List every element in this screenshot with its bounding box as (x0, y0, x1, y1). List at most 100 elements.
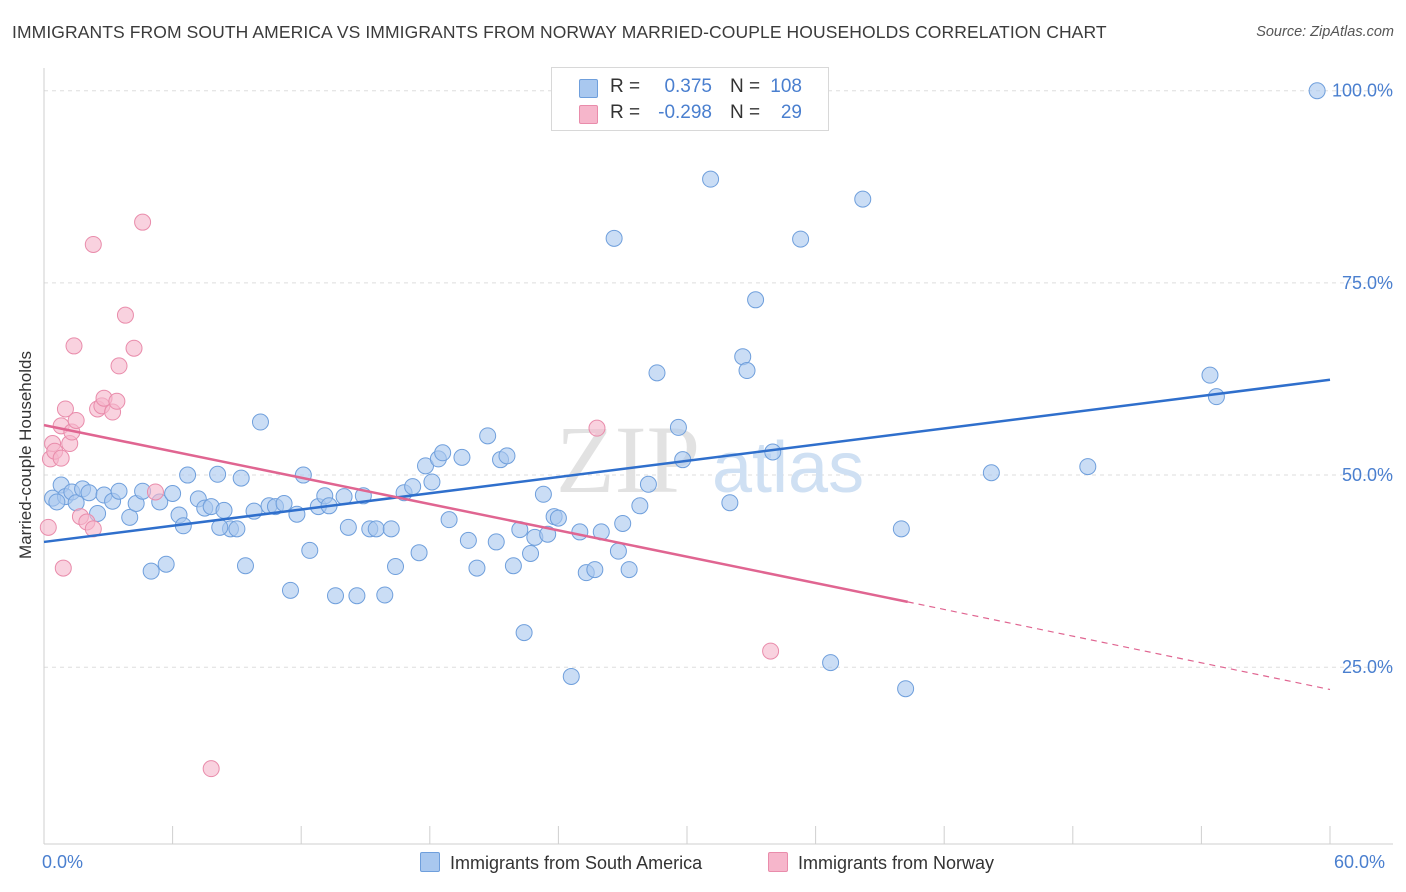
legend-swatch-blue (579, 79, 598, 98)
data-point (134, 213, 152, 231)
legend-label-south-america: Immigrants from South America (450, 853, 703, 873)
y-axis-label: Married-couple Households (16, 351, 35, 559)
data-point (387, 558, 405, 576)
data-point (605, 229, 623, 247)
legend-item-south-america[interactable]: Immigrants from South America (420, 852, 702, 874)
data-point (854, 190, 872, 208)
data-point (125, 339, 143, 357)
y-tick-label: 25.0% (1342, 657, 1393, 677)
data-point (157, 555, 175, 573)
data-point (146, 483, 164, 501)
chart-title: IMMIGRANTS FROM SOUTH AMERICA VS IMMIGRA… (12, 22, 1107, 42)
data-point (108, 392, 126, 410)
data-point (1308, 82, 1326, 100)
data-point (549, 509, 567, 527)
data-point (410, 544, 428, 562)
data-point (348, 587, 366, 605)
source-label: Source: ZipAtlas.com (1256, 24, 1394, 40)
data-point (215, 501, 233, 519)
data-point (487, 533, 505, 551)
data-point (1079, 458, 1097, 476)
data-point (721, 494, 739, 512)
data-point (892, 520, 910, 538)
data-point (702, 170, 720, 188)
data-point (376, 586, 394, 604)
data-point (121, 508, 139, 526)
data-point (110, 357, 128, 375)
data-point (897, 680, 915, 698)
data-point (764, 443, 782, 461)
data-point (423, 473, 441, 491)
legend-n-value: 29 (780, 102, 802, 123)
x-tick-min: 0.0% (42, 852, 84, 872)
data-point (498, 447, 516, 465)
data-point (982, 464, 1000, 482)
y-tick-label: 100.0% (1332, 81, 1393, 101)
legend-label-norway: Immigrants from Norway (798, 853, 995, 873)
data-point (209, 465, 227, 483)
y-tick-label: 50.0% (1342, 465, 1393, 485)
data-point (110, 482, 128, 500)
data-point (479, 427, 497, 445)
data-point (179, 466, 197, 484)
data-point (164, 485, 182, 503)
data-point (48, 493, 66, 511)
legend-n-label: N = (730, 76, 761, 97)
data-point (251, 413, 269, 431)
trend-line-south-america (43, 378, 1331, 544)
data-point (639, 475, 657, 493)
data-point (822, 654, 840, 672)
legend-row-norway: R = -0.298 N = 29 (552, 101, 828, 127)
data-point (1207, 388, 1225, 406)
data-point (614, 514, 632, 532)
data-point (468, 559, 486, 577)
data-point (80, 484, 98, 502)
data-point (648, 364, 666, 382)
data-point (232, 469, 250, 487)
legend-r-label: R = (610, 102, 641, 123)
data-point (84, 235, 102, 253)
data-point (588, 419, 606, 437)
stats-legend: R = 0.375 N = 108 R = -0.298 N = 29 (551, 67, 829, 131)
data-point (522, 544, 540, 562)
data-point (534, 485, 552, 503)
data-point (459, 531, 477, 549)
data-point (54, 559, 72, 577)
data-point (39, 518, 57, 536)
x-tick-max: 60.0% (1334, 852, 1386, 872)
series-south-america-points (44, 82, 1326, 698)
legend-r-value: 0.375 (664, 76, 712, 97)
legend-swatch-pink (579, 105, 598, 124)
data-point (52, 449, 70, 467)
data-point (738, 362, 756, 380)
series-legend: Immigrants from South America Immigrants… (0, 852, 1406, 878)
data-point (142, 562, 160, 580)
data-point (562, 667, 580, 685)
data-point (116, 306, 134, 324)
y-tick-labels: 25.0% 50.0% 75.0% 100.0% (1332, 81, 1393, 677)
series-norway-points (39, 213, 780, 778)
trend-lines (43, 378, 1331, 691)
legend-r-value: -0.298 (658, 102, 712, 123)
legend-item-norway[interactable]: Immigrants from Norway (768, 852, 994, 874)
data-point (326, 587, 344, 605)
data-point (404, 478, 422, 496)
data-point (609, 542, 627, 560)
data-point (440, 511, 458, 529)
data-point (747, 291, 765, 309)
data-point (275, 494, 293, 512)
data-point (504, 557, 522, 575)
data-point (586, 561, 604, 579)
data-point (434, 444, 452, 462)
data-point (67, 411, 85, 429)
data-point (56, 400, 74, 418)
data-point (228, 520, 246, 538)
data-point (301, 541, 319, 559)
data-point (515, 624, 533, 642)
data-point (762, 642, 780, 660)
y-tick-label: 75.0% (1342, 273, 1393, 293)
data-point (669, 418, 687, 436)
data-point (620, 561, 638, 579)
data-point (631, 497, 649, 515)
